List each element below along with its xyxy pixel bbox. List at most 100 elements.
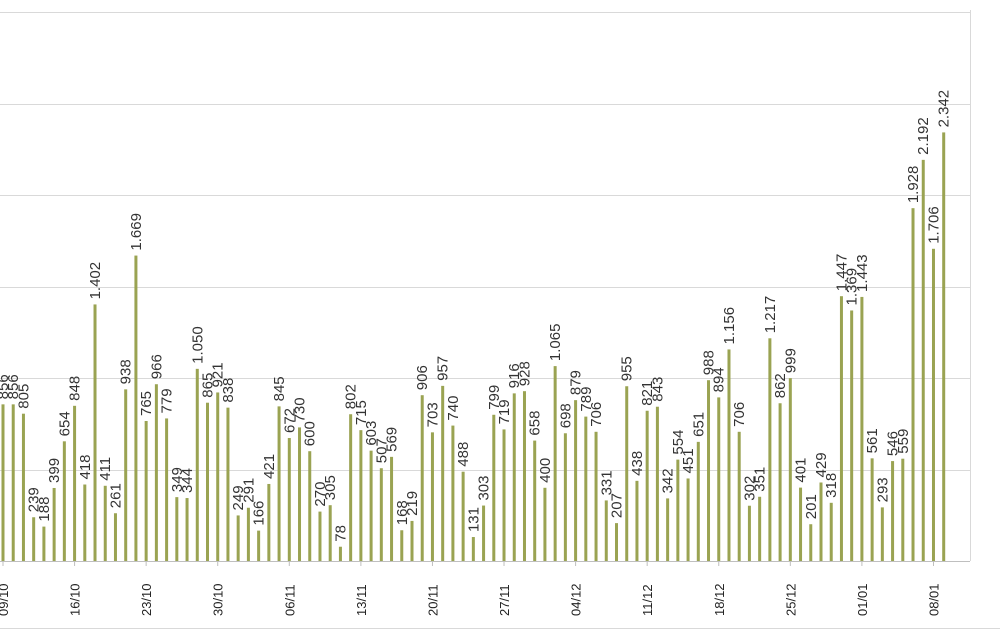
bar [891, 461, 895, 561]
data-label: 1.443 [854, 254, 871, 292]
data-label: 894 [711, 367, 728, 392]
data-label: 351 [752, 467, 769, 492]
bar [390, 456, 394, 561]
data-label: 654 [56, 411, 73, 436]
x-tick-label: 08/01 [926, 583, 941, 616]
data-label: 344 [179, 468, 196, 493]
bar [574, 400, 578, 561]
x-tick-label: 01/01 [855, 583, 870, 616]
bar [379, 468, 383, 561]
bar [594, 431, 598, 561]
data-label: 421 [261, 454, 278, 479]
bar [707, 380, 711, 561]
data-label: 1.669 [128, 213, 145, 251]
bar [522, 391, 526, 561]
bar [768, 338, 772, 561]
bar [676, 459, 680, 561]
bar [727, 349, 731, 561]
data-label: 569 [384, 427, 401, 452]
data-label: 799 [486, 385, 503, 410]
data-label: 418 [77, 454, 94, 479]
data-label: 219 [404, 491, 421, 516]
x-tick-label: 20/11 [425, 584, 440, 616]
bar [543, 487, 547, 561]
data-label: 789 [578, 387, 595, 412]
x-tick-label: 04/12 [569, 583, 584, 616]
data-label: 651 [690, 412, 707, 437]
data-label: 706 [731, 402, 748, 427]
x-tick-label: 06/11 [282, 584, 297, 616]
bar [134, 255, 138, 561]
bar [533, 440, 537, 561]
bar [931, 248, 935, 562]
data-label: 249 [230, 485, 247, 510]
bar [696, 441, 700, 561]
data-label: 2.342 [936, 90, 953, 128]
x-axis-ticks: 09/10 16/10 23/10 30/10 06/11 13/11 20/11 27/11… [0, 561, 941, 616]
bar [850, 310, 854, 561]
data-label: 291 [240, 478, 257, 503]
bar [942, 132, 946, 561]
data-label: 955 [619, 356, 636, 381]
x-tick-label: 13/11 [354, 584, 369, 616]
bar [829, 502, 833, 561]
data-label: 906 [414, 365, 431, 390]
bar [236, 515, 240, 561]
bar [93, 304, 97, 561]
data-label: 401 [793, 458, 810, 483]
bar [410, 520, 414, 561]
data-label: 928 [516, 361, 533, 386]
x-tick-label: 18/12 [712, 583, 727, 616]
bar [921, 159, 925, 562]
bar [154, 384, 158, 561]
data-label: 658 [527, 411, 544, 436]
data-label: 703 [424, 402, 441, 427]
bar [32, 517, 36, 561]
bar [338, 546, 342, 561]
data-label: 916 [506, 363, 523, 388]
data-label: 879 [568, 370, 585, 395]
bar [124, 389, 128, 561]
data-label: 305 [322, 475, 339, 500]
bar [635, 480, 639, 561]
data-label: 805 [15, 384, 32, 409]
data-label: 399 [46, 458, 63, 483]
data-label: 561 [864, 428, 881, 453]
data-label: 600 [302, 421, 319, 446]
data-label: 603 [363, 421, 380, 446]
data-label: 856 [0, 374, 12, 399]
bar [420, 395, 424, 561]
data-label: 838 [220, 378, 237, 403]
bar [461, 471, 465, 561]
bar [298, 427, 302, 561]
bar [267, 483, 271, 561]
bar [257, 530, 261, 561]
data-label: 349 [169, 467, 186, 492]
bar [52, 487, 56, 561]
bar [747, 505, 751, 561]
bar [62, 441, 66, 561]
data-label: 1.065 [547, 324, 564, 362]
data-label: 131 [465, 507, 482, 532]
x-tick-label: 27/11 [497, 584, 512, 616]
bar [349, 414, 353, 561]
bar [645, 410, 649, 561]
bar [799, 487, 803, 561]
bar [615, 523, 618, 561]
bar [1, 404, 5, 561]
data-label: 400 [537, 458, 554, 483]
data-label: 938 [118, 359, 135, 384]
bar [246, 507, 250, 561]
bar [328, 505, 332, 561]
data-label: 719 [496, 399, 513, 424]
data-label: 862 [772, 373, 789, 398]
data-label: 843 [649, 377, 666, 402]
bar [471, 537, 475, 561]
bar [103, 485, 107, 561]
bar [216, 392, 220, 561]
bar [73, 405, 77, 561]
bar [860, 296, 864, 561]
data-label: 270 [312, 482, 329, 507]
data-label: 546 [885, 431, 902, 456]
data-label: 188 [36, 497, 53, 522]
